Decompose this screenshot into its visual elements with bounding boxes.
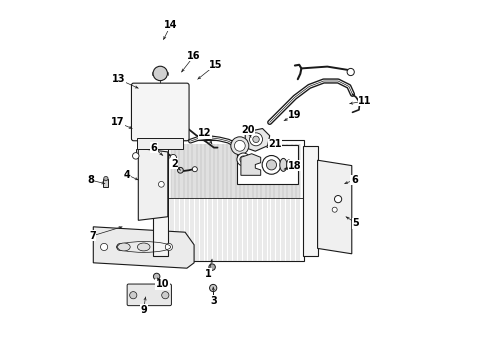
Text: 21: 21 [268, 139, 281, 149]
Text: 17: 17 [111, 117, 124, 127]
Text: 7: 7 [89, 231, 96, 241]
Circle shape [249, 133, 262, 146]
FancyBboxPatch shape [127, 284, 171, 306]
Bar [303, 146, 317, 256]
Circle shape [346, 68, 354, 76]
Circle shape [331, 207, 337, 212]
Text: 10: 10 [155, 279, 169, 289]
Bar [103, 179, 108, 187]
Circle shape [208, 264, 215, 270]
Bar [167, 140, 303, 261]
Text: 12: 12 [198, 128, 211, 138]
Polygon shape [244, 129, 269, 151]
Text: 11: 11 [358, 96, 371, 106]
Ellipse shape [117, 243, 130, 251]
Bar [237, 145, 297, 184]
Text: 19: 19 [287, 110, 301, 120]
Circle shape [252, 136, 259, 143]
Text: 15: 15 [208, 60, 222, 70]
Circle shape [177, 167, 183, 173]
Circle shape [153, 273, 160, 280]
Bar [137, 138, 183, 149]
Circle shape [334, 195, 341, 203]
Text: 13: 13 [112, 74, 125, 84]
Text: 6: 6 [350, 175, 357, 185]
Polygon shape [317, 160, 351, 254]
Text: 20: 20 [241, 125, 254, 135]
Circle shape [262, 156, 280, 174]
Circle shape [237, 153, 249, 166]
Circle shape [117, 243, 123, 251]
Ellipse shape [279, 158, 286, 171]
Text: 1: 1 [204, 269, 211, 279]
Text: 9: 9 [140, 305, 147, 315]
Bar [170, 144, 300, 198]
Text: 8: 8 [87, 175, 94, 185]
Circle shape [103, 176, 108, 181]
Text: 16: 16 [187, 51, 201, 61]
Circle shape [230, 137, 248, 155]
Text: 4: 4 [123, 170, 130, 180]
Circle shape [140, 243, 147, 251]
Circle shape [101, 243, 107, 251]
Circle shape [153, 66, 167, 81]
Ellipse shape [137, 243, 150, 251]
Text: 6: 6 [150, 143, 157, 153]
Circle shape [239, 156, 246, 163]
Circle shape [129, 292, 137, 299]
Polygon shape [138, 148, 167, 220]
Polygon shape [241, 154, 260, 175]
Text: 18: 18 [287, 161, 301, 171]
Ellipse shape [286, 160, 290, 170]
Text: 5: 5 [352, 218, 359, 228]
Bar [153, 146, 167, 256]
Circle shape [192, 167, 197, 172]
Text: 14: 14 [163, 20, 177, 30]
Circle shape [162, 292, 168, 299]
Circle shape [132, 153, 139, 159]
Text: 2: 2 [171, 159, 177, 169]
Circle shape [209, 284, 216, 292]
Circle shape [234, 140, 244, 151]
Circle shape [165, 243, 172, 251]
Text: 3: 3 [210, 296, 217, 306]
Circle shape [158, 181, 164, 187]
FancyBboxPatch shape [131, 83, 189, 141]
Circle shape [170, 154, 176, 161]
Polygon shape [93, 227, 194, 268]
Circle shape [266, 160, 276, 170]
